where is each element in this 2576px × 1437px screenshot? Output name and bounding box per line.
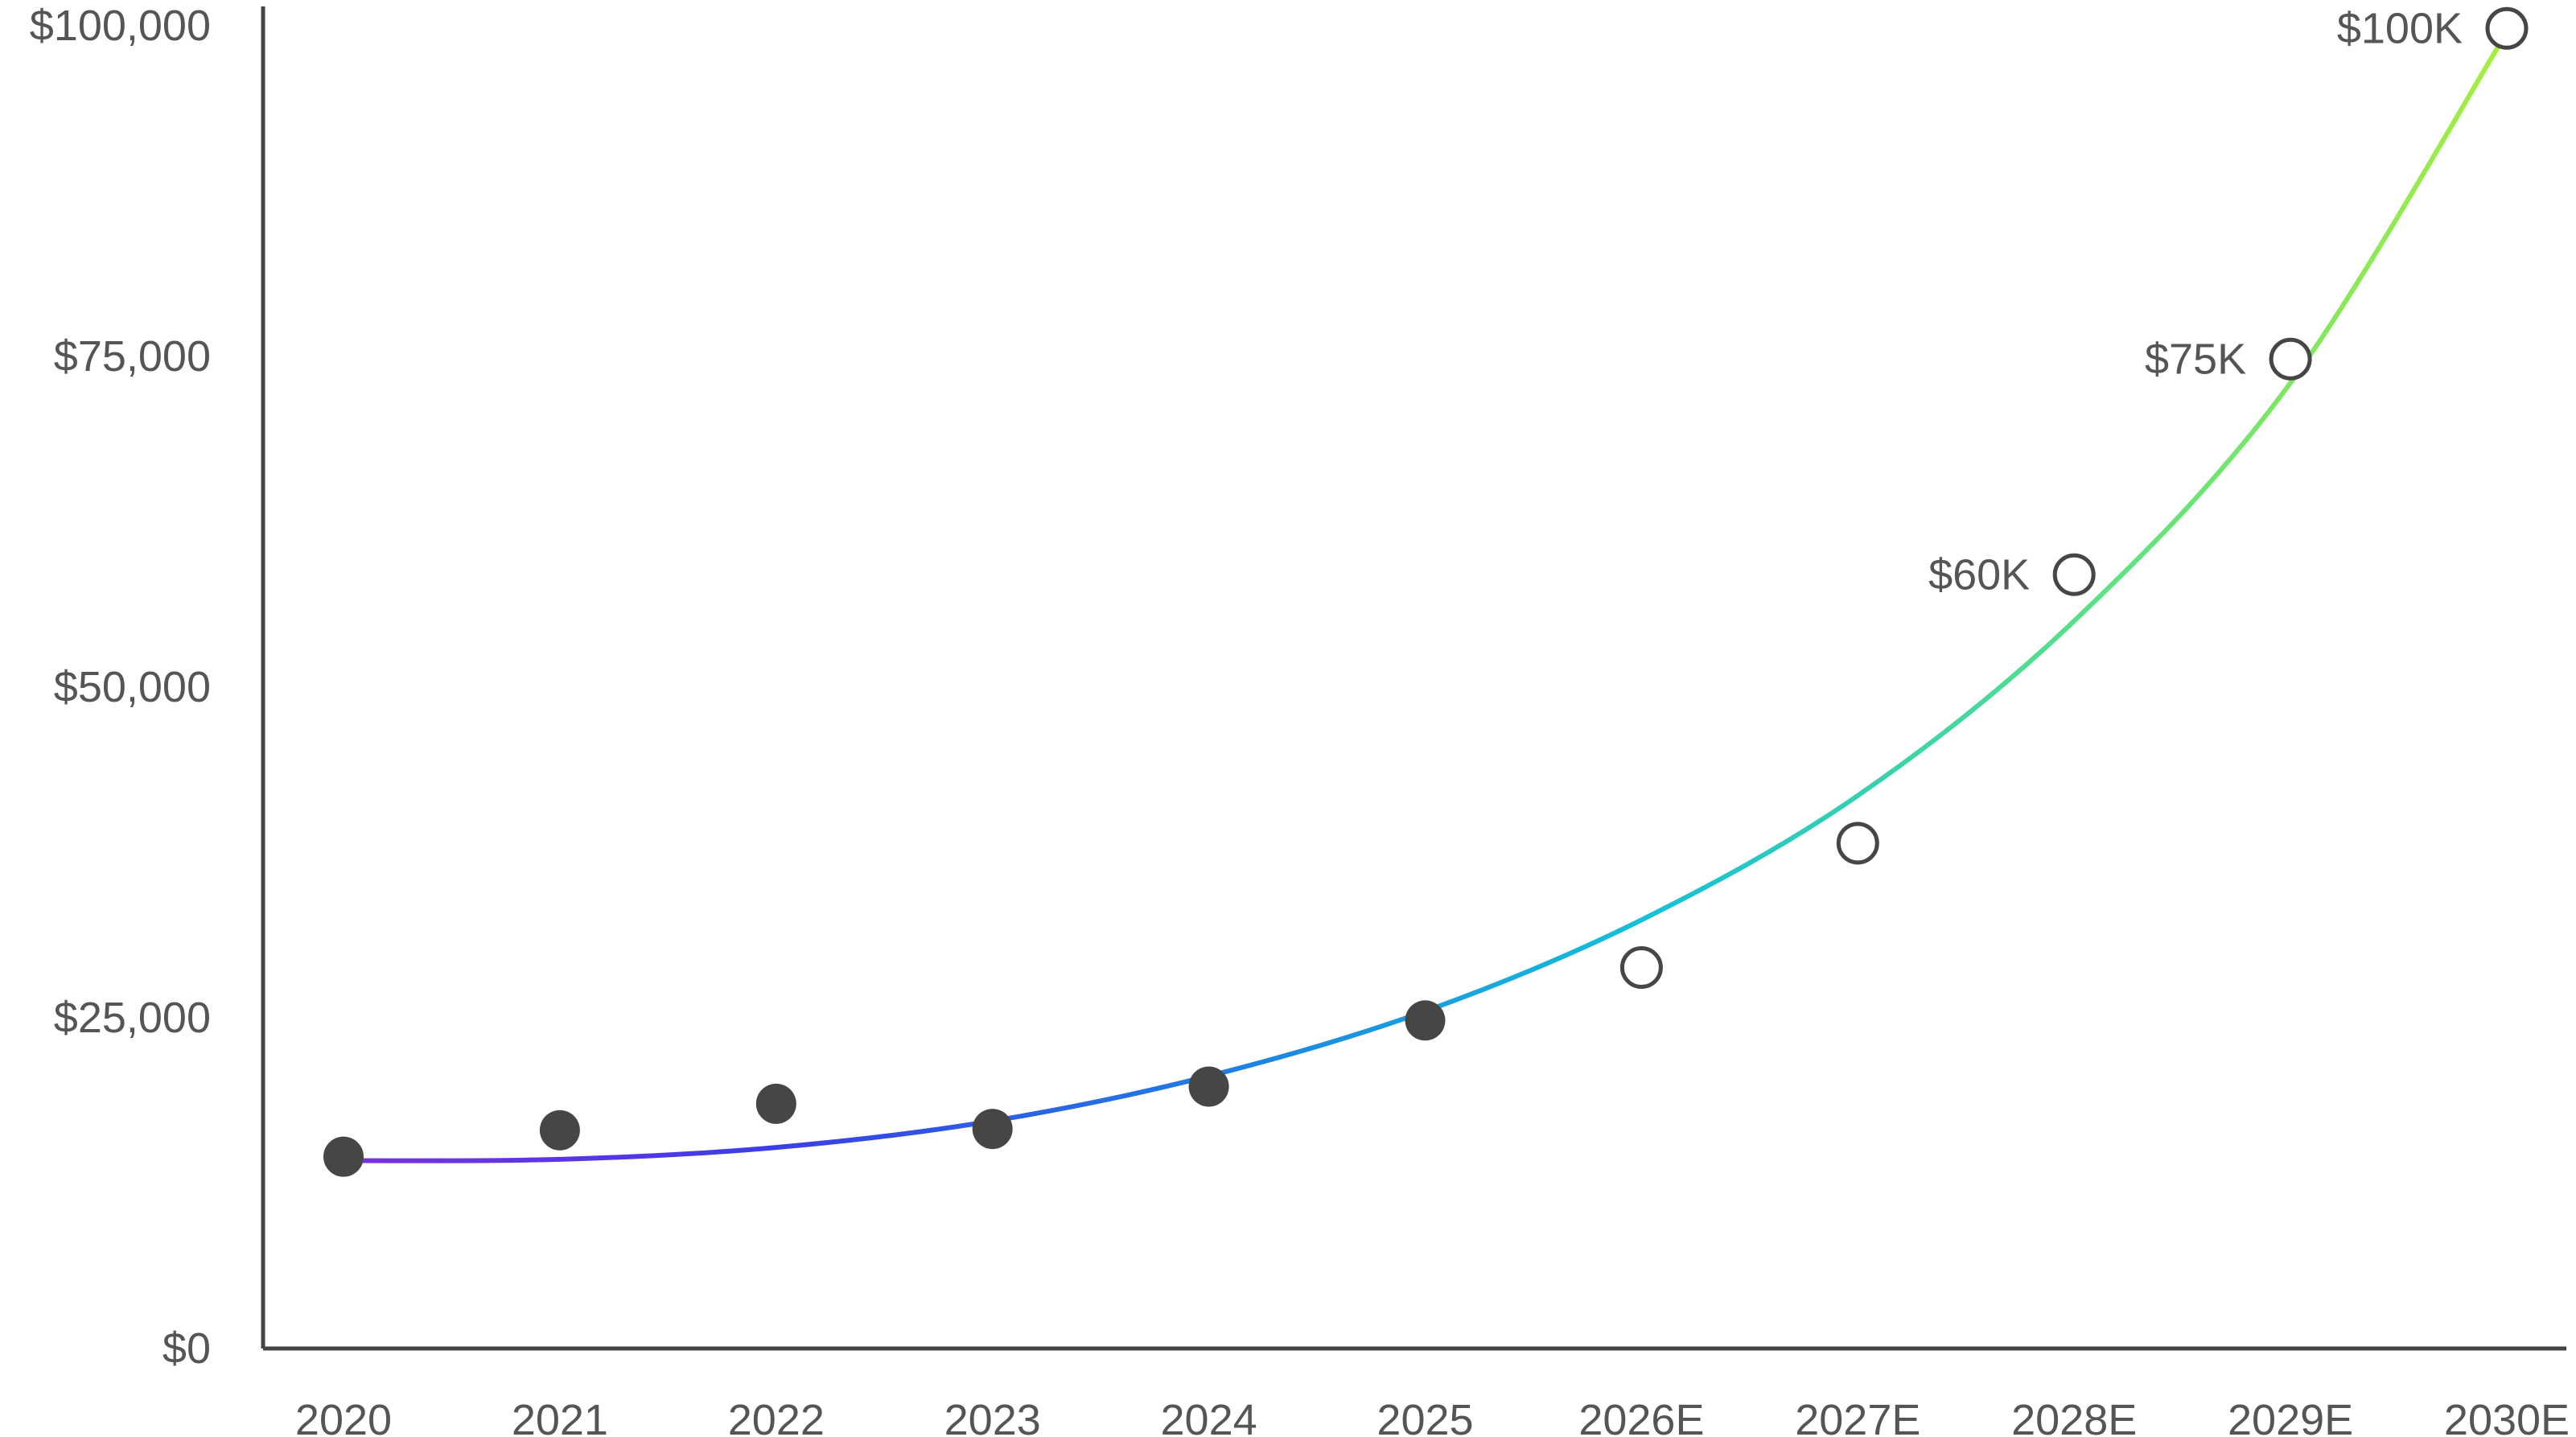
y-tick-label: $25,000 xyxy=(54,994,211,1042)
estimate-point xyxy=(2269,337,2312,381)
trend-line xyxy=(341,30,2509,1163)
y-tick-label: $75,000 xyxy=(54,332,211,381)
y-tick-label: $50,000 xyxy=(54,663,211,711)
estimate-point xyxy=(1836,821,1879,865)
x-tick-label: 2028E xyxy=(2011,1396,2137,1437)
y-tick-label: $100,000 xyxy=(30,2,211,50)
y-axis-ticks: $0 $25,000 $50,000 $75,000 $100,000 xyxy=(30,2,211,1373)
actual-point xyxy=(1188,1066,1229,1107)
x-tick-label: 2020 xyxy=(295,1396,392,1437)
estimate-value-label: $100K xyxy=(2337,4,2463,52)
estimate-value-label: $75K xyxy=(2145,335,2246,383)
estimate-point xyxy=(2052,553,2096,596)
actual-point xyxy=(539,1110,580,1151)
actual-point xyxy=(972,1109,1013,1150)
actual-point xyxy=(755,1083,796,1124)
y-tick-label: $0 xyxy=(163,1324,211,1373)
x-tick-label: 2026E xyxy=(1578,1396,1704,1437)
x-tick-label: 2024 xyxy=(1161,1396,1257,1437)
x-axis-ticks: 2020 2021 2022 2023 2024 2025 2026E 2027E 2028E 2… xyxy=(295,1396,2570,1437)
estimate-point xyxy=(1619,946,1663,990)
actual-point xyxy=(323,1136,364,1177)
x-tick-label: 2025 xyxy=(1376,1396,1473,1437)
estimate-point xyxy=(2485,6,2529,50)
x-tick-label: 2022 xyxy=(728,1396,825,1437)
actual-point xyxy=(1405,1000,1446,1041)
data-points xyxy=(323,6,2529,1177)
x-tick-label: 2030E xyxy=(2444,1396,2570,1437)
x-tick-label: 2027E xyxy=(1795,1396,1920,1437)
point-labels: $60K $75K $100K xyxy=(1928,4,2463,599)
x-tick-label: 2023 xyxy=(944,1396,1041,1437)
x-tick-label: 2029E xyxy=(2228,1396,2353,1437)
estimate-value-label: $60K xyxy=(1928,550,2030,599)
x-tick-label: 2021 xyxy=(512,1396,608,1437)
